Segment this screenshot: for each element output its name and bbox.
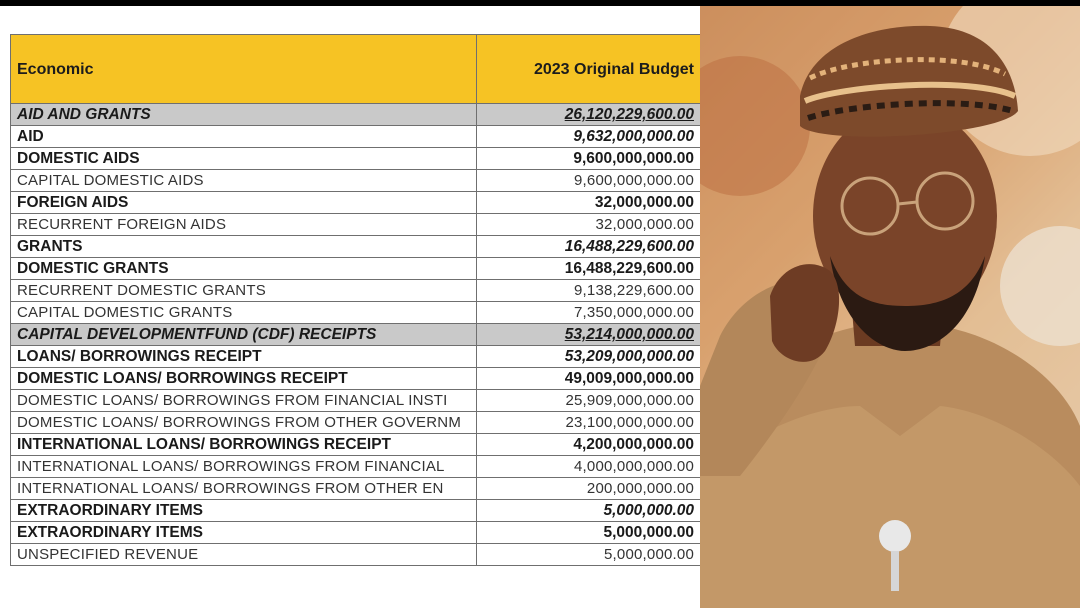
row-label: DOMESTIC GRANTS <box>10 257 477 280</box>
row-label: EXTRAORDINARY ITEMS <box>10 521 477 544</box>
table-row: CAPITAL DOMESTIC AIDS 9,600,000,000.00 <box>10 169 700 192</box>
table-row: DOMESTIC GRANTS 16,488,229,600.00 <box>10 257 700 280</box>
row-label: EXTRAORDINARY ITEMS <box>10 499 477 522</box>
table-row: FOREIGN AIDS 32,000,000.00 <box>10 191 700 214</box>
budget-table: Economic 2023 Original Budget AID AND GR… <box>10 34 700 566</box>
row-amount: 9,600,000,000.00 <box>476 147 700 170</box>
row-amount: 5,000,000.00 <box>476 499 700 522</box>
table-row: EXTRAORDINARY ITEMS 5,000,000.00 <box>10 499 700 522</box>
table-header-row: Economic 2023 Original Budget <box>10 34 700 104</box>
row-amount: 9,600,000,000.00 <box>476 169 700 192</box>
row-amount: 5,000,000.00 <box>476 521 700 544</box>
table-row: DOMESTIC LOANS/ BORROWINGS FROM FINANCIA… <box>10 389 700 412</box>
row-amount: 200,000,000.00 <box>476 477 700 500</box>
row-amount: 23,100,000,000.00 <box>476 411 700 434</box>
row-amount: 26,120,229,600.00 <box>476 103 700 126</box>
row-amount: 16,488,229,600.00 <box>476 235 700 258</box>
row-label: INTERNATIONAL LOANS/ BORROWINGS FROM OTH… <box>10 477 477 500</box>
table-row: GRANTS 16,488,229,600.00 <box>10 235 700 258</box>
row-amount: 53,214,000,000.00 <box>476 323 700 346</box>
row-amount: 49,009,000,000.00 <box>476 367 700 390</box>
table-row: INTERNATIONAL LOANS/ BORROWINGS FROM OTH… <box>10 477 700 500</box>
table-row: DOMESTIC LOANS/ BORROWINGS FROM OTHER GO… <box>10 411 700 434</box>
row-amount: 32,000,000.00 <box>476 191 700 214</box>
row-label: RECURRENT FOREIGN AIDS <box>10 213 477 236</box>
table-row: CAPITAL DEVELOPMENTFUND (CDF) RECEIPTS 53… <box>10 323 700 346</box>
row-label: GRANTS <box>10 235 477 258</box>
table-row: CAPITAL DOMESTIC GRANTS 7,350,000,000.00 <box>10 301 700 324</box>
row-label: INTERNATIONAL LOANS/ BORROWINGS RECEIPT <box>10 433 477 456</box>
row-label: FOREIGN AIDS <box>10 191 477 214</box>
row-label: INTERNATIONAL LOANS/ BORROWINGS FROM FIN… <box>10 455 477 478</box>
official-portrait-photo <box>700 6 1080 608</box>
table-row: INTERNATIONAL LOANS/ BORROWINGS RECEIPT 4… <box>10 433 700 456</box>
row-label: RECURRENT DOMESTIC GRANTS <box>10 279 477 302</box>
row-label: AID AND GRANTS <box>10 103 477 126</box>
row-amount: 16,488,229,600.00 <box>476 257 700 280</box>
budget-document: Economic 2023 Original Budget AID AND GR… <box>0 6 700 608</box>
row-label: AID <box>10 125 477 148</box>
row-label: DOMESTIC AIDS <box>10 147 477 170</box>
row-label: DOMESTIC LOANS/ BORROWINGS FROM FINANCIA… <box>10 389 477 412</box>
row-label: CAPITAL DEVELOPMENTFUND (CDF) RECEIPTS <box>10 323 477 346</box>
header-2023-original-budget: 2023 Original Budget <box>476 34 700 104</box>
table-row: UNSPECIFIED REVENUE 5,000,000.00 <box>10 543 700 566</box>
portrait-illustration <box>700 6 1080 608</box>
table-row: DOMESTIC AIDS 9,600,000,000.00 <box>10 147 700 170</box>
row-amount: 4,200,000,000.00 <box>476 433 700 456</box>
row-amount: 32,000,000.00 <box>476 213 700 236</box>
table-row: EXTRAORDINARY ITEMS 5,000,000.00 <box>10 521 700 544</box>
row-label: DOMESTIC LOANS/ BORROWINGS FROM OTHER GO… <box>10 411 477 434</box>
row-label: CAPITAL DOMESTIC AIDS <box>10 169 477 192</box>
row-amount: 9,632,000,000.00 <box>476 125 700 148</box>
row-label: DOMESTIC LOANS/ BORROWINGS RECEIPT <box>10 367 477 390</box>
header-economic: Economic <box>10 34 477 104</box>
top-border <box>0 0 1080 6</box>
table-row: LOANS/ BORROWINGS RECEIPT 53,209,000,000.… <box>10 345 700 368</box>
row-amount: 25,909,000,000.00 <box>476 389 700 412</box>
row-label: UNSPECIFIED REVENUE <box>10 543 477 566</box>
row-amount: 53,209,000,000.00 <box>476 345 700 368</box>
table-row: INTERNATIONAL LOANS/ BORROWINGS FROM FIN… <box>10 455 700 478</box>
row-label: LOANS/ BORROWINGS RECEIPT <box>10 345 477 368</box>
table-row: DOMESTIC LOANS/ BORROWINGS RECEIPT 49,009… <box>10 367 700 390</box>
table-row: RECURRENT FOREIGN AIDS 32,000,000.00 <box>10 213 700 236</box>
table-row: AID AND GRANTS 26,120,229,600.00 <box>10 103 700 126</box>
row-amount: 7,350,000,000.00 <box>476 301 700 324</box>
table-body: AID AND GRANTS 26,120,229,600.00 AID 9,632,… <box>10 103 700 566</box>
table-row: AID 9,632,000,000.00 <box>10 125 700 148</box>
row-amount: 9,138,229,600.00 <box>476 279 700 302</box>
row-amount: 4,000,000,000.00 <box>476 455 700 478</box>
row-label: CAPITAL DOMESTIC GRANTS <box>10 301 477 324</box>
row-amount: 5,000,000.00 <box>476 543 700 566</box>
table-row: RECURRENT DOMESTIC GRANTS 9,138,229,600.0… <box>10 279 700 302</box>
